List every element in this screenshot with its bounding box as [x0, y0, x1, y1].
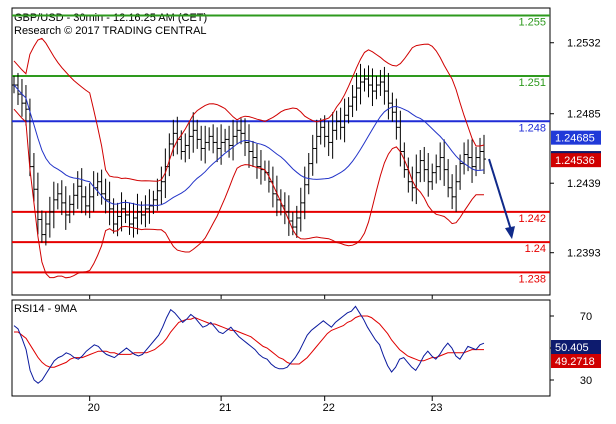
rsi-badge-label-rsi: 50.405 — [555, 342, 589, 354]
price-tick-label: 1.2485 — [567, 109, 601, 121]
rsi-ma-line — [14, 315, 484, 368]
x-tick-label: 21 — [219, 402, 231, 414]
rsi-line — [13, 305, 485, 384]
bollinger-upper-band — [13, 37, 485, 182]
research-credit: Research © 2017 TRADING CENTRAL — [14, 25, 207, 37]
price-badge-ma — [551, 130, 601, 145]
level-label-1.242: 1.242 — [518, 213, 546, 225]
rsi-panel-frame — [11, 299, 551, 397]
forecast-arrow-line — [488, 158, 513, 234]
rsi-title: RSI14 - 9MA — [14, 303, 78, 315]
rsi-tick-label: 70 — [580, 311, 592, 323]
x-tick-label: 22 — [323, 402, 335, 414]
x-tick-label: 20 — [88, 402, 100, 414]
x-tick-label: 23 — [430, 402, 442, 414]
rsi-tick-label: 30 — [580, 375, 592, 387]
price-tick-label: 1.2393 — [567, 248, 601, 260]
level-label-1.248: 1.248 — [518, 122, 546, 134]
price-badge-bollinger — [551, 153, 601, 168]
rsi-badge-label-ma: 49.2718 — [555, 356, 595, 368]
level-label-1.251: 1.251 — [518, 77, 546, 89]
price-tick-label: 1.2439 — [567, 178, 601, 190]
price-tick-label: 1.2532 — [567, 38, 601, 50]
price-badge-label-bollinger: 1.24536 — [555, 155, 595, 167]
level-label-1.24: 1.24 — [525, 243, 546, 255]
level-label-1.255: 1.255 — [518, 17, 546, 29]
bollinger-lower-band — [13, 108, 485, 279]
price-badge-label-ma: 1.24685 — [555, 133, 595, 145]
forecast-arrow-head — [505, 226, 515, 240]
moving-average-line — [13, 84, 485, 207]
price-panel-frame — [11, 7, 551, 296]
rsi-badge-ma — [551, 354, 601, 368]
level-label-1.238: 1.238 — [518, 273, 546, 285]
rsi-badge-rsi — [551, 340, 601, 354]
